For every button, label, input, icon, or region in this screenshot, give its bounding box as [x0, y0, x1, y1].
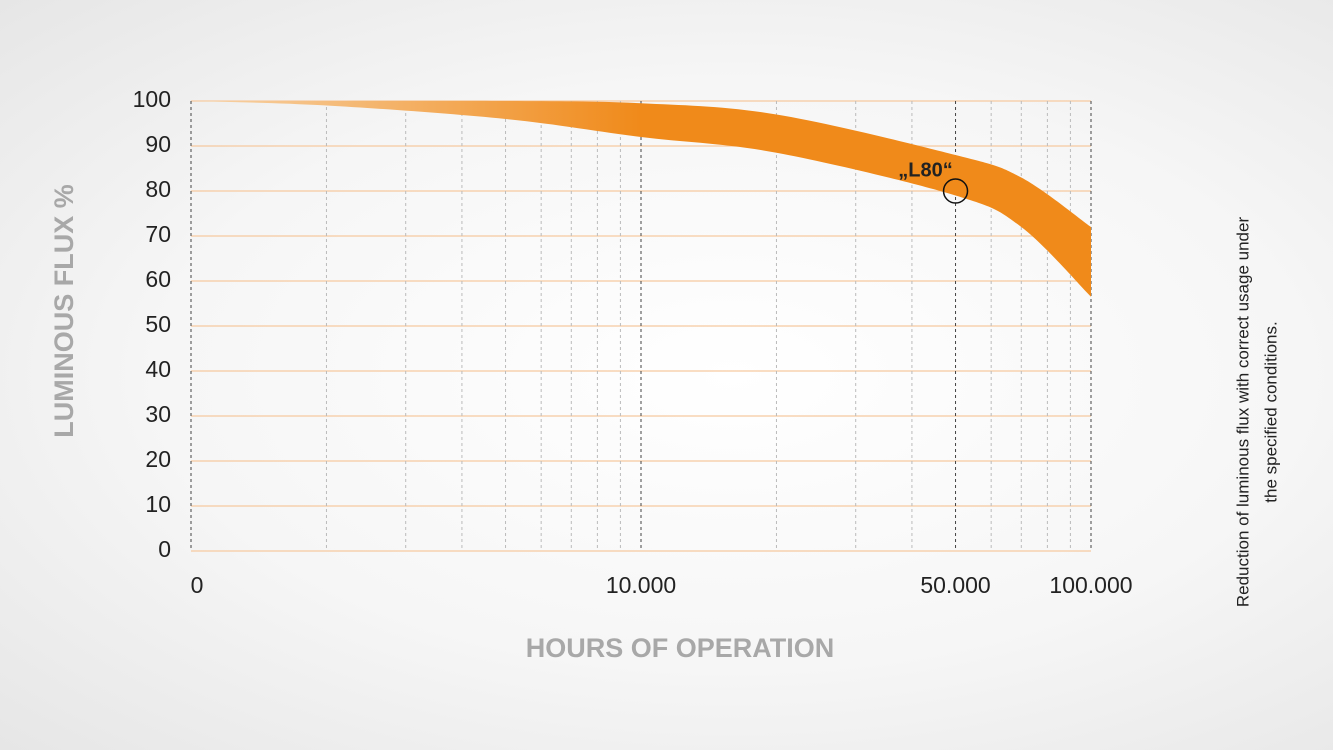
annotation-marker [942, 178, 969, 204]
y-axis-label: LUMINOUS FLUX % [49, 184, 79, 438]
x-tick-label: 10.000 [606, 572, 676, 598]
y-tick-label: 60 [145, 266, 171, 292]
y-tick-label: 50 [145, 311, 171, 337]
y-tick-label: 20 [145, 446, 171, 472]
y-tick-label: 80 [145, 176, 171, 202]
y-tick-label: 40 [145, 356, 171, 382]
y-tick-label: 100 [133, 86, 171, 112]
x-tick-label: 100.000 [1049, 572, 1132, 598]
y-tick-label: 90 [145, 131, 171, 157]
x-tick-label: 50.000 [920, 572, 990, 598]
y-tick-label: 70 [145, 221, 171, 247]
flux-band [191, 100, 1091, 297]
side-note: Reduction of luminous flux with correct … [1233, 217, 1252, 608]
y-tick-label: 30 [145, 401, 171, 427]
y-tick-label: 0 [158, 536, 171, 562]
y-tick-label: 10 [145, 491, 171, 517]
x-tick-label: 0 [191, 572, 204, 598]
side-note: the specified conditions. [1261, 321, 1280, 502]
x-axis-label: HOURS OF OPERATION [526, 633, 835, 663]
annotation-label: „L80“ [898, 159, 952, 181]
